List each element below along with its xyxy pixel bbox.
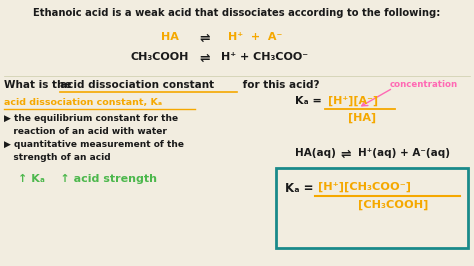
Text: CH₃COOH: CH₃COOH bbox=[131, 52, 189, 62]
Text: [H⁺][A⁻]: [H⁺][A⁻] bbox=[328, 96, 378, 106]
Text: reaction of an acid with water: reaction of an acid with water bbox=[4, 127, 167, 136]
Text: ▶ the equilibrium constant for the: ▶ the equilibrium constant for the bbox=[4, 114, 178, 123]
Text: acid dissociation constant, Kₐ: acid dissociation constant, Kₐ bbox=[4, 98, 162, 107]
Text: Kₐ =: Kₐ = bbox=[285, 182, 313, 195]
Text: [H⁺][CH₃COO⁻]: [H⁺][CH₃COO⁻] bbox=[318, 182, 411, 192]
Text: What is the: What is the bbox=[4, 80, 75, 90]
Text: concentration: concentration bbox=[390, 80, 458, 89]
Text: Ethanoic acid is a weak acid that dissociates according to the following:: Ethanoic acid is a weak acid that dissoc… bbox=[33, 8, 441, 18]
Text: ⇌: ⇌ bbox=[200, 52, 210, 65]
Text: ⇌: ⇌ bbox=[200, 32, 210, 45]
Text: H⁺  +  A⁻: H⁺ + A⁻ bbox=[228, 32, 282, 42]
FancyBboxPatch shape bbox=[276, 168, 468, 248]
Text: ▶ quantitative measurement of the: ▶ quantitative measurement of the bbox=[4, 140, 184, 149]
Text: [CH₃COOH]: [CH₃COOH] bbox=[358, 200, 428, 210]
Text: acid dissociation constant: acid dissociation constant bbox=[60, 80, 214, 90]
Text: ⇌: ⇌ bbox=[340, 148, 350, 161]
Text: ↑ Kₐ    ↑ acid strength: ↑ Kₐ ↑ acid strength bbox=[18, 174, 157, 184]
Text: Kₐ =: Kₐ = bbox=[295, 96, 322, 106]
Text: [HA]: [HA] bbox=[348, 113, 376, 123]
Text: HA(aq): HA(aq) bbox=[295, 148, 336, 158]
Text: HA: HA bbox=[161, 32, 179, 42]
Text: for this acid?: for this acid? bbox=[239, 80, 319, 90]
Text: H⁺ + CH₃COO⁻: H⁺ + CH₃COO⁻ bbox=[221, 52, 309, 62]
Text: strength of an acid: strength of an acid bbox=[4, 153, 110, 162]
Text: H⁺(aq) + A⁻(aq): H⁺(aq) + A⁻(aq) bbox=[358, 148, 450, 158]
